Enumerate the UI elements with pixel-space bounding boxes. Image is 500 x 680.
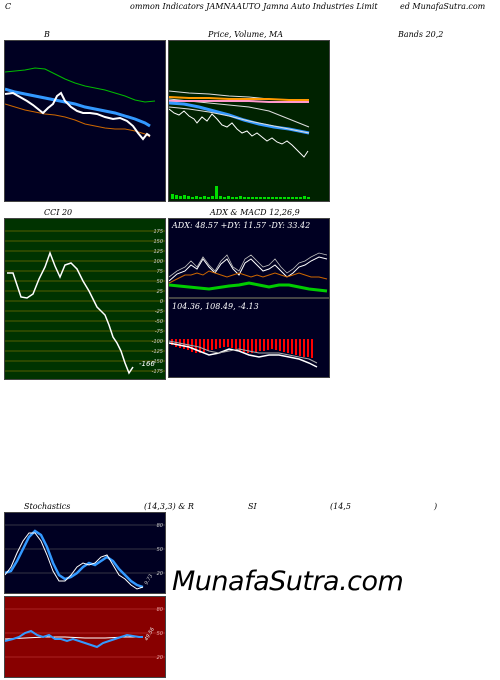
volume-bars [171,186,310,199]
bollinger-lower-band [5,103,151,138]
munafasutra-watermark: MunafaSutra.com [172,566,404,597]
rsi-tick: 80 [157,607,163,613]
bollinger-upper-band [5,67,156,103]
bollinger-price-line [5,91,151,141]
cci-tick: -100 [152,339,163,345]
cci-line [7,250,134,375]
cci-tick: 150 [153,239,163,245]
bollinger-middle-band [5,87,151,128]
ma-line-orange [169,96,309,101]
cci-tick: -150 [152,359,163,365]
macd-signal-line [169,340,318,364]
cci-tick: 125 [153,249,163,255]
cci-tick: 175 [153,229,163,235]
rsi-params-close: ) [434,502,438,511]
stoch-tick: 20 [157,571,163,577]
cci-tick: 50 [157,279,163,285]
ma-line-white-3 [169,106,310,134]
adx-values: ADX: 48.57 +DY: 11.57 -DY: 33.42 [171,221,310,230]
stoch-value: 9.73 [144,573,155,586]
bollinger-chart [4,40,166,202]
stoch-tick: 80 [157,523,163,529]
macd-values: 104.36, 108.49, -4.13 [172,302,259,311]
price-line [169,108,309,158]
stochastics-label: Stochastics [24,502,71,511]
adx-trend-line [169,281,328,293]
price-volume-ma-label: Price, Volume, MA [208,30,284,39]
cci-tick: -175 [152,369,163,375]
stoch-k-line [5,532,144,590]
header-title: ommon Indicators JAMNAAUTO Jamna Auto In… [130,2,378,11]
rsi-line [5,629,143,649]
stochastics-params: (14,3,3) & R [144,502,194,511]
rsi-params: (14,5 [330,502,351,511]
stoch-d-line [5,529,144,589]
bands-label: Bands 20,2 [398,30,444,39]
cci-tick: 0 [160,299,163,305]
rsi-chart: 80 50 20 49.56 [4,596,166,678]
stoch-tick: 50 [157,547,163,553]
adx-macd-label: ADX & MACD 12,26,9 [210,208,300,217]
cci-tick: -125 [152,349,163,355]
cci-label: CCI 20 [44,208,73,217]
cci-value: -166 [139,360,155,368]
cci-tick: -25 [155,309,163,315]
stochastics-chart: 80 50 20 9.73 [4,512,166,594]
ma-line-white-2 [169,98,310,128]
ma-line-pink [169,100,309,103]
header-right: ed MunafaSutra.com [400,2,486,11]
macd-chart: 104.36, 108.49, -4.13 [168,298,330,378]
rsi-label: SI [248,502,257,511]
rsi-tick: 20 [157,655,163,661]
bollinger-label: B [44,30,50,39]
macd-line [169,342,318,368]
cci-chart: 175 150 125 100 75 50 25 0 -25 -50 -75 -… [4,218,166,380]
minus-di-line [169,252,328,278]
cci-gridlines [5,230,165,372]
cci-tick: 75 [157,269,163,275]
price-volume-ma-chart [168,40,330,202]
adx-line [169,256,328,282]
cci-tick: 25 [157,289,163,295]
cci-tick: -75 [155,329,163,335]
adx-chart: ADX: 48.57 +DY: 11.57 -DY: 33.42 [168,218,330,298]
rsi-tick: 50 [157,631,163,637]
cci-tick: 100 [153,259,163,265]
header-left: C [5,2,12,11]
rsi-value: 49.56 [144,627,156,642]
cci-tick: -50 [155,319,163,325]
plus-di-line [169,270,328,284]
